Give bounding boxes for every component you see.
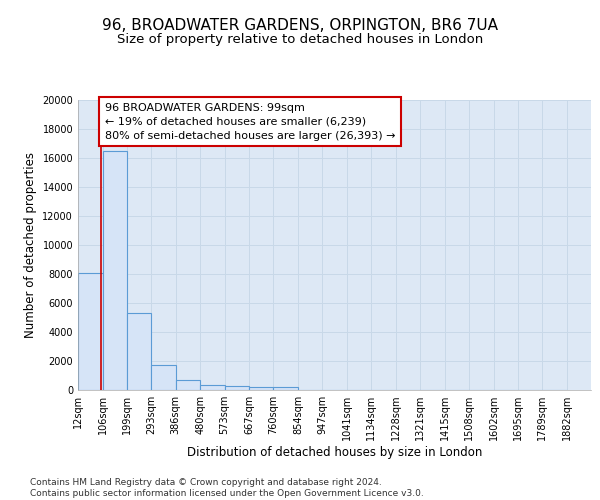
Bar: [200, 384, 224, 390]
Bar: [78, 272, 103, 390]
Y-axis label: Number of detached properties: Number of detached properties: [24, 152, 37, 338]
Bar: [249, 386, 274, 390]
Text: 96, BROADWATER GARDENS, ORPINGTON, BR6 7UA: 96, BROADWATER GARDENS, ORPINGTON, BR6 7…: [102, 18, 498, 32]
Bar: [127, 313, 151, 390]
X-axis label: Distribution of detached houses by size in London: Distribution of detached houses by size …: [187, 446, 482, 459]
Bar: [176, 380, 200, 390]
Text: 96 BROADWATER GARDENS: 99sqm
← 19% of detached houses are smaller (6,239)
80% of: 96 BROADWATER GARDENS: 99sqm ← 19% of de…: [104, 103, 395, 141]
Bar: [151, 364, 176, 390]
Bar: [274, 387, 298, 390]
Bar: [224, 386, 249, 390]
Bar: [103, 151, 127, 390]
Text: Size of property relative to detached houses in London: Size of property relative to detached ho…: [117, 32, 483, 46]
Text: Contains HM Land Registry data © Crown copyright and database right 2024.
Contai: Contains HM Land Registry data © Crown c…: [30, 478, 424, 498]
